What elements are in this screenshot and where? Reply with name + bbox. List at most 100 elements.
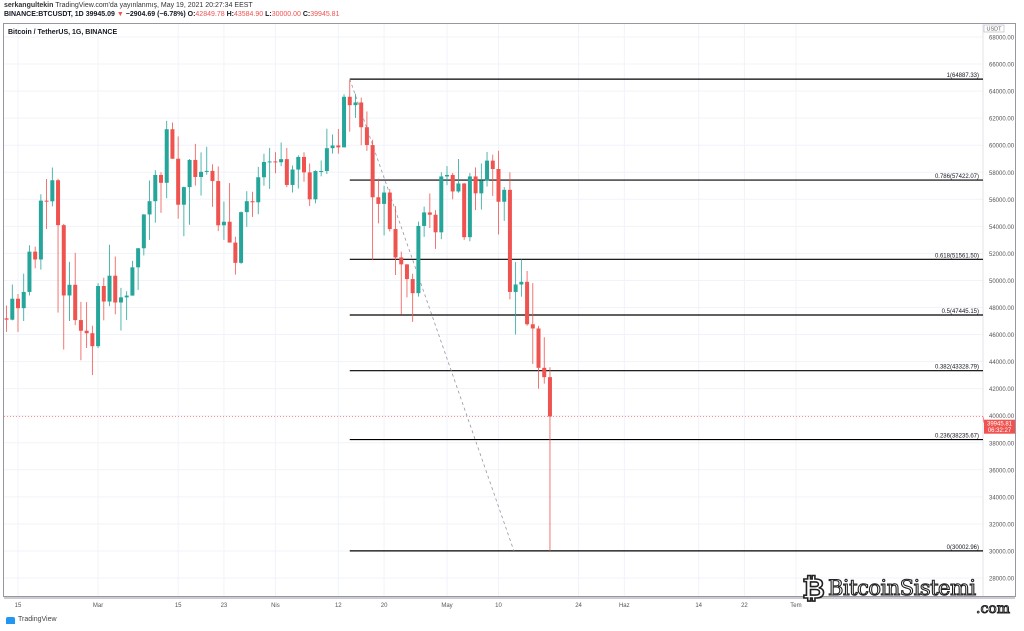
candle xyxy=(273,152,278,174)
candle-body xyxy=(513,284,518,292)
candle xyxy=(141,214,146,256)
candle-body xyxy=(210,170,215,182)
candle-body xyxy=(302,156,306,173)
candle xyxy=(307,163,312,207)
candle xyxy=(370,139,375,261)
candle xyxy=(496,150,501,235)
author[interactable]: serkangultekin xyxy=(4,2,54,9)
candle xyxy=(113,256,118,315)
candle-body xyxy=(101,285,106,302)
last-price-label: 39945.81 xyxy=(987,422,1013,428)
candle xyxy=(302,152,306,182)
candle-body xyxy=(393,229,398,258)
candle-body xyxy=(193,159,198,177)
candle xyxy=(359,97,364,146)
fib-level-label: 0(30002.96) xyxy=(947,545,979,551)
candle-body xyxy=(204,170,209,172)
candle xyxy=(216,166,221,232)
candle-body xyxy=(364,127,369,146)
candle xyxy=(159,172,163,213)
price-tick-label: 60000.00 xyxy=(989,144,1015,150)
candle-body xyxy=(227,221,232,243)
candle-body xyxy=(462,183,467,238)
candle xyxy=(530,283,535,365)
candle-body xyxy=(330,145,335,149)
candle xyxy=(490,154,495,197)
time-tick-label: 23 xyxy=(221,603,228,609)
candle-body xyxy=(387,192,392,230)
candle xyxy=(507,172,512,300)
candle-body xyxy=(507,189,512,292)
footer: TradingView xyxy=(6,616,57,624)
candle-body xyxy=(547,377,552,417)
candle-body xyxy=(496,169,501,202)
fib-level-label: 0.618(51561.50) xyxy=(935,253,979,259)
low-value: 30000.00 xyxy=(271,11,301,18)
chart-panel[interactable] xyxy=(3,23,1016,597)
candle xyxy=(382,185,387,236)
candle-body xyxy=(342,96,347,148)
candle xyxy=(427,193,432,228)
candle-body xyxy=(427,212,432,215)
footer-brand[interactable]: TradingView xyxy=(18,616,57,623)
candle-body xyxy=(250,201,255,203)
fib-level-label: 1(64887.33) xyxy=(947,73,979,79)
close-label: C: xyxy=(302,11,311,18)
candle-body xyxy=(239,212,244,263)
candle-body xyxy=(433,214,438,233)
candle-body xyxy=(78,320,83,331)
candle-body xyxy=(61,225,66,296)
time-tick-label: 15 xyxy=(175,603,182,609)
watermark-logo: ₿ BitcoinSistemi .com xyxy=(801,572,1016,620)
high-label: H: xyxy=(226,11,234,18)
candle xyxy=(336,128,341,154)
candle xyxy=(353,93,358,118)
change: −2904.69 (−6.78%) xyxy=(125,11,186,18)
candle xyxy=(181,186,186,237)
candle-body xyxy=(84,330,89,334)
candle-body xyxy=(382,192,387,204)
candle xyxy=(124,291,129,321)
candle xyxy=(267,147,272,189)
candle xyxy=(136,247,141,290)
candle xyxy=(250,191,255,217)
price-tick-label: 38000.00 xyxy=(989,441,1015,447)
candle-body xyxy=(439,176,444,233)
candle xyxy=(193,143,198,186)
low-label: L: xyxy=(265,11,272,18)
candle xyxy=(364,111,369,151)
bitcoin-logo-icon: ₿ xyxy=(801,572,825,605)
candle-body xyxy=(307,172,312,200)
tradingview-logo-icon xyxy=(6,616,15,624)
candle xyxy=(4,305,9,332)
candle-body xyxy=(147,201,152,215)
candle xyxy=(433,210,438,249)
candle xyxy=(107,244,112,307)
candle-body xyxy=(536,328,541,368)
candle xyxy=(462,183,467,240)
price-tick-label: 48000.00 xyxy=(989,306,1015,312)
candle-body xyxy=(244,201,249,213)
candle-body xyxy=(467,176,472,238)
candle xyxy=(279,142,284,167)
fib-level-label: 0.786(57422.07) xyxy=(935,174,979,180)
candle xyxy=(33,246,38,269)
candle xyxy=(56,178,61,313)
currency-label: USDT xyxy=(987,27,1003,33)
candle-body xyxy=(4,318,9,320)
candle xyxy=(10,284,15,321)
candle xyxy=(96,283,101,349)
symbol-ohlc: BINANCE:BTCUSDT, 1D 39945.09 ▼ −2904.69 … xyxy=(4,11,339,19)
candle xyxy=(187,158,192,225)
price-tick-label: 34000.00 xyxy=(989,495,1015,501)
candle xyxy=(84,302,89,349)
candle-body xyxy=(21,291,26,309)
time-tick-label: 12 xyxy=(335,603,342,609)
candle xyxy=(525,270,530,326)
fib-trend-line xyxy=(349,78,515,552)
candle-body xyxy=(221,221,226,226)
candle-body xyxy=(296,156,301,170)
candle xyxy=(319,160,324,177)
open-value: 42849.78 xyxy=(195,11,225,18)
